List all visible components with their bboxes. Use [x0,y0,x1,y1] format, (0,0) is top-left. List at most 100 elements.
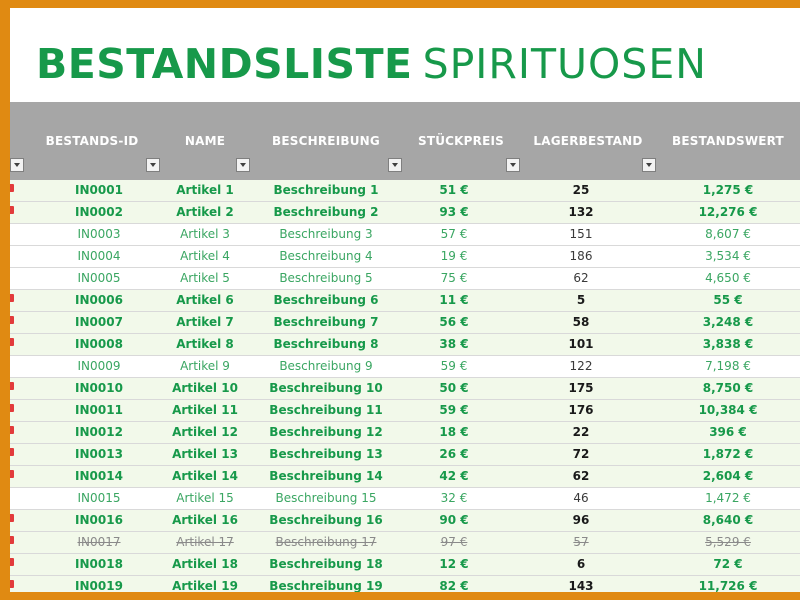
cell-stueckpreis[interactable]: 56 € [439,315,469,329]
cell-bestands-id[interactable]: IN0011 [75,403,123,417]
cell-beschreibung[interactable]: Beschreibung 4 [279,249,373,263]
table-row[interactable]: IN0010 Artikel 10 Beschreibung 10 50 € 175 8,… [10,378,800,400]
filter-dropdown-icon[interactable] [146,158,160,172]
cell-lagerbestand[interactable]: 62 [572,469,590,483]
cell-lagerbestand[interactable]: 176 [568,403,594,417]
cell-lagerbestand[interactable]: 58 [572,315,590,329]
cell-beschreibung[interactable]: Beschreibung 13 [269,447,383,461]
table-row[interactable]: IN0012 Artikel 12 Beschreibung 12 18 € 22 396… [10,422,800,444]
cell-beschreibung[interactable]: Beschreibung 9 [279,359,373,373]
filter-dropdown-icon[interactable] [236,158,250,172]
cell-bestandswert[interactable]: 396 € [709,425,747,439]
table-row[interactable]: IN0019 Artikel 19 Beschreibung 19 82 € 143 11… [10,576,800,592]
cell-bestands-id[interactable]: IN0016 [75,513,123,527]
cell-bestandswert[interactable]: 1,275 € [702,183,754,197]
cell-name[interactable]: Artikel 10 [172,381,238,395]
cell-stueckpreis[interactable]: 82 € [439,579,469,592]
cell-name[interactable]: Artikel 11 [172,403,238,417]
cell-beschreibung[interactable]: Beschreibung 3 [279,227,373,241]
cell-stueckpreis[interactable]: 51 € [439,183,469,197]
cell-bestands-id[interactable]: IN0019 [75,579,123,592]
cell-lagerbestand[interactable]: 132 [568,205,594,219]
cell-name[interactable]: Artikel 2 [176,205,234,219]
cell-beschreibung[interactable]: Beschreibung 1 [273,183,379,197]
table-row[interactable]: IN0009 Artikel 9 Beschreibung 9 59 € 122 7,19… [10,356,800,378]
cell-bestandswert[interactable]: 3,534 € [705,249,751,263]
cell-beschreibung[interactable]: Beschreibung 16 [269,513,383,527]
cell-stueckpreis[interactable]: 93 € [439,205,469,219]
cell-stueckpreis[interactable]: 57 € [440,227,468,241]
cell-bestandswert[interactable]: 55 € [713,293,743,307]
cell-bestands-id[interactable]: IN0014 [75,469,123,483]
cell-stueckpreis[interactable]: 19 € [440,249,468,263]
cell-lagerbestand[interactable]: 143 [568,579,594,592]
cell-name[interactable]: Artikel 1 [176,183,234,197]
cell-stueckpreis[interactable]: 12 € [439,557,469,571]
table-row[interactable]: IN0017 Artikel 17 Beschreibung 17 97 € 57 5,5… [10,532,800,554]
cell-bestands-id[interactable]: IN0004 [77,249,121,263]
filter-dropdown-icon[interactable] [642,158,656,172]
cell-bestands-id[interactable]: IN0006 [75,293,123,307]
cell-name[interactable]: Artikel 19 [172,579,238,592]
cell-lagerbestand[interactable]: 62 [573,271,589,285]
table-row[interactable]: IN0004 Artikel 4 Beschreibung 4 19 € 186 3,53… [10,246,800,268]
cell-bestands-id[interactable]: IN0007 [75,315,123,329]
cell-bestandswert[interactable]: 2,604 € [702,469,754,483]
cell-name[interactable]: Artikel 7 [176,315,234,329]
cell-bestands-id[interactable]: IN0012 [75,425,123,439]
cell-bestandswert[interactable]: 11,726 € [698,579,758,592]
table-row[interactable]: IN0015 Artikel 15 Beschreibung 15 32 € 46 1,4… [10,488,800,510]
cell-name[interactable]: Artikel 17 [176,535,234,549]
cell-bestandswert[interactable]: 4,650 € [705,271,751,285]
cell-name[interactable]: Artikel 3 [180,227,230,241]
cell-beschreibung[interactable]: Beschreibung 19 [269,579,383,592]
table-row[interactable]: IN0001 Artikel 1 Beschreibung 1 51 € 25 1,275… [10,180,800,202]
table-row[interactable]: IN0007 Artikel 7 Beschreibung 7 56 € 58 3,248… [10,312,800,334]
cell-lagerbestand[interactable]: 22 [572,425,590,439]
cell-beschreibung[interactable]: Beschreibung 2 [273,205,379,219]
cell-bestandswert[interactable]: 8,750 € [702,381,754,395]
cell-lagerbestand[interactable]: 96 [572,513,590,527]
filter-dropdown-icon[interactable] [506,158,520,172]
column-header-stueckpreis[interactable]: STÜCKPREIS [402,102,520,186]
cell-name[interactable]: Artikel 13 [172,447,238,461]
column-header-lagerbestand[interactable]: LAGERBESTAND [520,102,656,186]
cell-bestands-id[interactable]: IN0001 [75,183,123,197]
cell-beschreibung[interactable]: Beschreibung 12 [269,425,383,439]
cell-stueckpreis[interactable]: 75 € [440,271,468,285]
table-row[interactable]: IN0008 Artikel 8 Beschreibung 8 38 € 101 3,83… [10,334,800,356]
cell-bestands-id[interactable]: IN0005 [77,271,121,285]
cell-beschreibung[interactable]: Beschreibung 18 [269,557,383,571]
cell-lagerbestand[interactable]: 72 [572,447,590,461]
cell-lagerbestand[interactable]: 6 [576,557,586,571]
filter-dropdown-icon[interactable] [10,158,24,172]
cell-bestands-id[interactable]: IN0017 [77,535,121,549]
cell-beschreibung[interactable]: Beschreibung 11 [269,403,383,417]
cell-bestandswert[interactable]: 3,248 € [702,315,754,329]
cell-name[interactable]: Artikel 16 [172,513,238,527]
cell-bestandswert[interactable]: 8,607 € [705,227,751,241]
table-row[interactable]: IN0003 Artikel 3 Beschreibung 3 57 € 151 8,60… [10,224,800,246]
cell-lagerbestand[interactable]: 186 [569,249,593,263]
cell-beschreibung[interactable]: Beschreibung 10 [269,381,383,395]
cell-lagerbestand[interactable]: 46 [573,491,589,505]
table-row[interactable]: IN0016 Artikel 16 Beschreibung 16 90 € 96 8,6… [10,510,800,532]
cell-stueckpreis[interactable]: 18 € [439,425,469,439]
cell-stueckpreis[interactable]: 97 € [440,535,468,549]
cell-stueckpreis[interactable]: 38 € [439,337,469,351]
cell-stueckpreis[interactable]: 26 € [439,447,469,461]
cell-bestandswert[interactable]: 5,529 € [705,535,751,549]
cell-lagerbestand[interactable]: 25 [572,183,590,197]
cell-bestands-id[interactable]: IN0018 [75,557,123,571]
cell-bestandswert[interactable]: 8,640 € [702,513,754,527]
cell-name[interactable]: Artikel 9 [180,359,230,373]
cell-bestands-id[interactable]: IN0008 [75,337,123,351]
cell-stueckpreis[interactable]: 32 € [440,491,468,505]
cell-bestandswert[interactable]: 72 € [713,557,743,571]
cell-beschreibung[interactable]: Beschreibung 5 [279,271,373,285]
cell-name[interactable]: Artikel 8 [176,337,234,351]
cell-lagerbestand[interactable]: 175 [568,381,594,395]
cell-beschreibung[interactable]: Beschreibung 7 [273,315,379,329]
cell-bestandswert[interactable]: 7,198 € [705,359,751,373]
table-row[interactable]: IN0006 Artikel 6 Beschreibung 6 11 € 5 55 € [10,290,800,312]
